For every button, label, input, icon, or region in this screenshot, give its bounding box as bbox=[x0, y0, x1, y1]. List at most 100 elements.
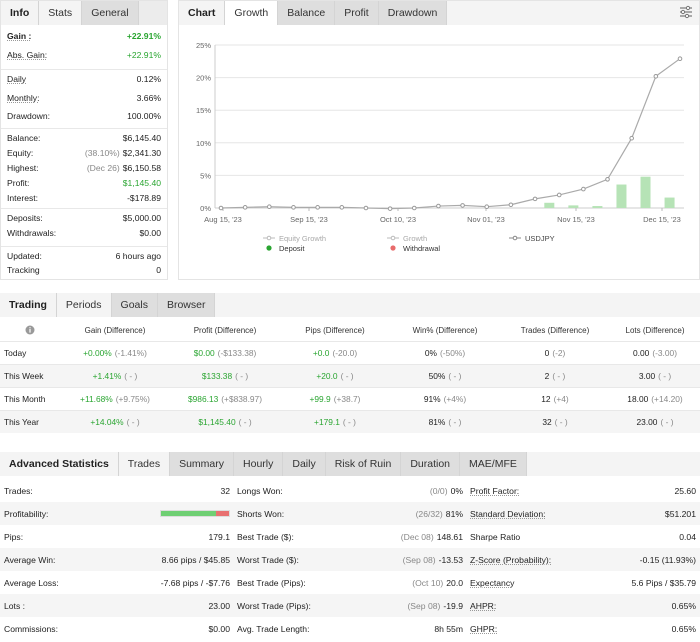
tab-hourly[interactable]: Hourly bbox=[234, 452, 284, 476]
period-gain-diff: (-1.41%) bbox=[114, 347, 147, 358]
adv-value-2-group: (0/0) 0% bbox=[430, 479, 463, 502]
adv-value-2-group: 8h 55m bbox=[434, 617, 463, 640]
period-profit-diff: (+$838.97) bbox=[221, 393, 263, 404]
tab-mae-mfe[interactable]: MAE/MFE bbox=[460, 452, 527, 476]
period-pips-cell: +99.9 (+38.7) bbox=[280, 386, 390, 410]
info-value-group: 3.66% bbox=[137, 93, 161, 103]
adv-value-3: -0.15 (11.93%) bbox=[639, 554, 696, 565]
adv-label-1: Pips: bbox=[4, 531, 24, 542]
tab-trading[interactable]: Trading bbox=[0, 293, 57, 317]
tab-general[interactable]: General bbox=[82, 1, 139, 25]
tab-chart[interactable]: Chart bbox=[179, 1, 226, 25]
legend-growth-dot bbox=[390, 235, 396, 241]
period-lots-cell: 23.00( - ) bbox=[610, 409, 700, 433]
info-value-group: $0.00 bbox=[139, 228, 161, 238]
sliders-icon[interactable] bbox=[679, 5, 693, 19]
legend-deposit-dot bbox=[266, 245, 272, 251]
growth-point bbox=[291, 205, 296, 210]
adv-label-2: Worst Trade ($): bbox=[237, 554, 299, 565]
tab-daily[interactable]: Daily bbox=[283, 452, 326, 476]
period-trades-diff: (+4) bbox=[553, 393, 569, 404]
info-value: $6,145.40 bbox=[122, 133, 161, 143]
growth-bar bbox=[616, 184, 627, 208]
info-label: Withdrawals: bbox=[7, 228, 57, 238]
info-row: Interest: -$178.89 bbox=[7, 193, 161, 203]
growth-line bbox=[220, 58, 681, 210]
adv-sub-2: (26/32) bbox=[415, 508, 443, 519]
y-tick-label: 10% bbox=[196, 139, 211, 148]
period-profit-cell: $1,145.40( - ) bbox=[170, 409, 280, 433]
adv-label-2: Longs Won: bbox=[237, 485, 283, 496]
info-row: Deposits: $5,000.00 bbox=[7, 213, 161, 223]
period-pips-diff: (+38.7) bbox=[333, 393, 361, 404]
growth-point bbox=[242, 205, 248, 210]
info-label: Highest: bbox=[7, 163, 39, 173]
tab-growth[interactable]: Growth bbox=[225, 1, 279, 25]
period-win-diff: ( - ) bbox=[448, 416, 462, 427]
tab-summary[interactable]: Summary bbox=[170, 452, 235, 476]
adv-label-3: Standard Deviation: bbox=[470, 508, 546, 519]
growth-point bbox=[339, 205, 345, 210]
period-lots-cell: 0.00 (-3.00) bbox=[610, 340, 700, 364]
period-lots-diff: (-3.00) bbox=[652, 347, 677, 358]
adv-label-3: Sharpe Ratio bbox=[470, 531, 521, 542]
tab-advanced-statistics[interactable]: Advanced Statistics bbox=[0, 452, 119, 476]
tab-goals[interactable]: Goals bbox=[111, 293, 158, 317]
info-value-group: $1,145.40 bbox=[123, 178, 161, 188]
growth-point bbox=[436, 203, 441, 209]
tab-browser[interactable]: Browser bbox=[157, 293, 216, 317]
period-lots-cell: 18.00 (+14.20) bbox=[610, 386, 700, 410]
period-win-cell: 50%( - ) bbox=[390, 363, 500, 387]
period-gain: +1.41% bbox=[92, 370, 122, 381]
tab-duration[interactable]: Duration bbox=[401, 452, 461, 476]
growth-bar bbox=[640, 176, 651, 208]
adv-value-2-group: (Dec 08) 148.61 bbox=[401, 525, 463, 548]
period-lots: 18.00 bbox=[627, 393, 649, 404]
info-value-group: 0 bbox=[156, 265, 161, 275]
info-value: 6 hours ago bbox=[115, 251, 161, 261]
period-win: 91% bbox=[423, 393, 441, 404]
tab-profit[interactable]: Profit bbox=[335, 1, 379, 25]
periods-table: Gain (Difference) Profit (Difference) Pi… bbox=[0, 321, 700, 433]
adv-value-1: -7.68 pips / -$7.76 bbox=[160, 577, 230, 588]
period-pips: +179.1 bbox=[314, 416, 340, 427]
tab-drawdown[interactable]: Drawdown bbox=[378, 1, 448, 25]
info-value: $0.00 bbox=[139, 228, 161, 238]
info-value: 0 bbox=[156, 265, 161, 275]
info-value-group: (Dec 26) $6,150.58 bbox=[87, 163, 161, 173]
period-profit: $1,145.40 bbox=[198, 416, 236, 427]
legend-growth: Growth bbox=[403, 234, 427, 243]
tab-stats[interactable]: Stats bbox=[39, 1, 83, 25]
adv-sub-2: (0/0) bbox=[429, 485, 448, 496]
tab-trades[interactable]: Trades bbox=[118, 452, 171, 476]
period-trades-diff: ( - ) bbox=[554, 416, 568, 427]
growth-point bbox=[508, 202, 514, 208]
advanced-panel: Advanced Statistics Trades Summary Hourl… bbox=[0, 452, 700, 642]
info-row: Highest: (Dec 26) $6,150.58 bbox=[7, 163, 161, 173]
chart-panel: Chart Growth Balance Profit Drawdown 0% 5… bbox=[178, 0, 700, 280]
growth-bar bbox=[568, 205, 579, 208]
tab-balance[interactable]: Balance bbox=[278, 1, 336, 25]
period-name: This Year bbox=[0, 409, 60, 433]
period-profit-cell: $0.00 (-$133.38) bbox=[170, 340, 280, 364]
info-icon[interactable] bbox=[0, 321, 60, 341]
tab-risk-of-ruin[interactable]: Risk of Ruin bbox=[325, 452, 402, 476]
growth-point bbox=[677, 56, 683, 61]
legend-withdrawal: Withdrawal bbox=[403, 244, 440, 253]
adv-row: Profitability: Shorts Won: (26/32) 81% Stand… bbox=[0, 502, 700, 525]
growth-point bbox=[218, 205, 224, 211]
period-profit: $133.38 bbox=[201, 370, 233, 381]
growth-point bbox=[460, 203, 465, 208]
tab-periods[interactable]: Periods bbox=[56, 293, 112, 317]
period-row: This Month +11.68% (+9.75%) $986.13 (+$838.9… bbox=[0, 386, 700, 410]
adv-label-2: Avg. Trade Length: bbox=[237, 623, 310, 634]
info-row: Profit: $1,145.40 bbox=[7, 178, 161, 188]
y-tick-label: 25% bbox=[196, 41, 211, 50]
advanced-tabs: Advanced Statistics Trades Summary Hourl… bbox=[0, 452, 700, 476]
tab-info[interactable]: Info bbox=[1, 1, 40, 25]
info-row: Monthly: 3.66% bbox=[7, 93, 161, 103]
info-value: +22.91% bbox=[126, 50, 161, 60]
info-separator bbox=[1, 128, 167, 129]
info-row: Tracking 0 bbox=[7, 265, 161, 275]
info-value-group: -$178.89 bbox=[127, 193, 161, 203]
